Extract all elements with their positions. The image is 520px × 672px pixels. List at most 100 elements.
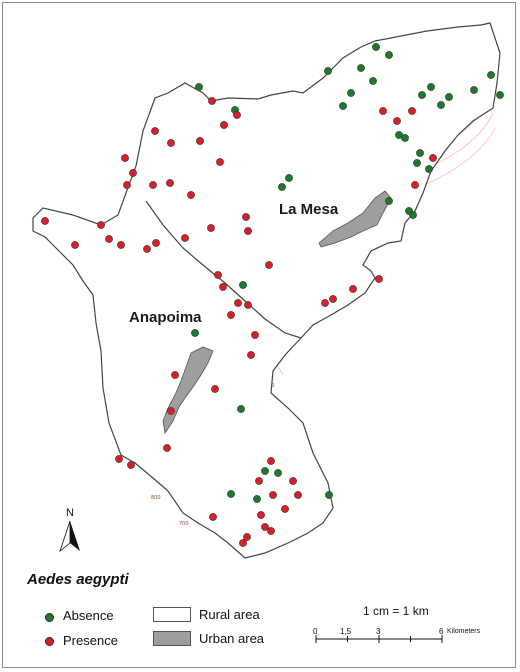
presence-point (234, 299, 242, 307)
presence-point (349, 285, 357, 293)
north-arrow-icon (70, 521, 80, 551)
presence-point (216, 158, 224, 166)
contour-label: 800 (151, 495, 161, 501)
town-label-anapoima: Anapoima (129, 309, 202, 326)
absence-point (261, 467, 269, 475)
presence-point (181, 234, 189, 242)
presence-point (123, 181, 131, 189)
presence-point (121, 154, 129, 162)
absence-point (324, 67, 332, 75)
presence-point (196, 137, 204, 145)
presence-point (429, 154, 437, 162)
absence-point (416, 149, 424, 157)
absence-point (227, 490, 235, 498)
absence-point (401, 134, 409, 142)
presence-point (211, 385, 219, 393)
presence-point (267, 527, 275, 535)
scale-tick-3: 6 (439, 627, 444, 636)
presence-point (247, 351, 255, 359)
presence-point (289, 477, 297, 485)
presence-point (167, 139, 175, 147)
map-frame: 1800160014001500120010001300110012001400… (2, 2, 516, 668)
presence-point (375, 275, 383, 283)
absence-point (470, 86, 478, 94)
presence-point (233, 111, 241, 119)
absence-point (191, 329, 199, 337)
species-title: Aedes aegypti (27, 571, 129, 588)
absence-point (325, 491, 333, 499)
presence-point (408, 107, 416, 115)
presence-point (329, 295, 337, 303)
presence-point (379, 107, 387, 115)
presence-point (41, 217, 49, 225)
municipal-divide (145, 200, 302, 339)
presence-point (244, 227, 252, 235)
presence-point (393, 117, 401, 125)
sample-points (41, 43, 504, 547)
urban-area-label: Urban area (199, 631, 265, 646)
absence-point (347, 89, 355, 97)
absence-point (274, 469, 282, 477)
presence-point (152, 239, 160, 247)
presence-point (243, 533, 251, 541)
presence-point (321, 299, 329, 307)
presence-point (208, 97, 216, 105)
presence-point (214, 271, 222, 279)
absence-legend-icon (45, 613, 54, 622)
scale-bar (315, 635, 443, 643)
rural-area-label: Rural area (199, 607, 260, 622)
presence-point (219, 283, 227, 291)
absence-point (496, 91, 504, 99)
absence-point (418, 91, 426, 99)
presence-point (129, 169, 137, 177)
urban-area-anapoima (162, 346, 214, 435)
north-arrow: N (59, 507, 80, 553)
presence-point (251, 331, 259, 339)
scale-tick-0: 0 (313, 627, 318, 636)
absence-point (437, 101, 445, 109)
absence-point (425, 165, 433, 173)
absence-point (239, 281, 247, 289)
absence-point (195, 83, 203, 91)
absence-point (339, 102, 347, 110)
presence-point (261, 523, 269, 531)
absence-point (445, 93, 453, 101)
presence-point (71, 241, 79, 249)
presence-point (239, 539, 247, 547)
presence-legend-icon (45, 637, 54, 646)
presence-point (149, 181, 157, 189)
absence-point (369, 77, 377, 85)
presence-point (207, 224, 215, 232)
absence-point (237, 405, 245, 413)
presence-point (267, 457, 275, 465)
presence-legend-label: Presence (63, 633, 118, 648)
absence-point (413, 159, 421, 167)
presence-point (265, 261, 273, 269)
presence-point (257, 511, 265, 519)
absence-point (427, 83, 435, 91)
presence-point (411, 181, 419, 189)
presence-point (105, 235, 113, 243)
presence-point (281, 505, 289, 513)
presence-point (151, 127, 159, 135)
presence-point (255, 477, 263, 485)
presence-point (163, 444, 171, 452)
presence-point (227, 311, 235, 319)
presence-point (166, 179, 174, 187)
north-label: N (66, 507, 74, 519)
contour-label: 700 (179, 521, 189, 527)
absence-point (385, 197, 393, 205)
presence-point (187, 191, 195, 199)
study-area-map: 1800160014001500120010001300110012001400… (32, 22, 504, 559)
presence-point (220, 121, 228, 129)
urban-area-swatch (153, 631, 191, 646)
scale-ratio: 1 cm = 1 km (363, 604, 429, 618)
scale-unit: Kilometers (447, 628, 481, 635)
presence-point (294, 491, 302, 499)
study-area-boundary (32, 22, 501, 559)
rural-area-swatch (153, 607, 191, 622)
presence-point (117, 241, 125, 249)
presence-point (97, 221, 105, 229)
absence-point (357, 64, 365, 72)
presence-point (269, 491, 277, 499)
